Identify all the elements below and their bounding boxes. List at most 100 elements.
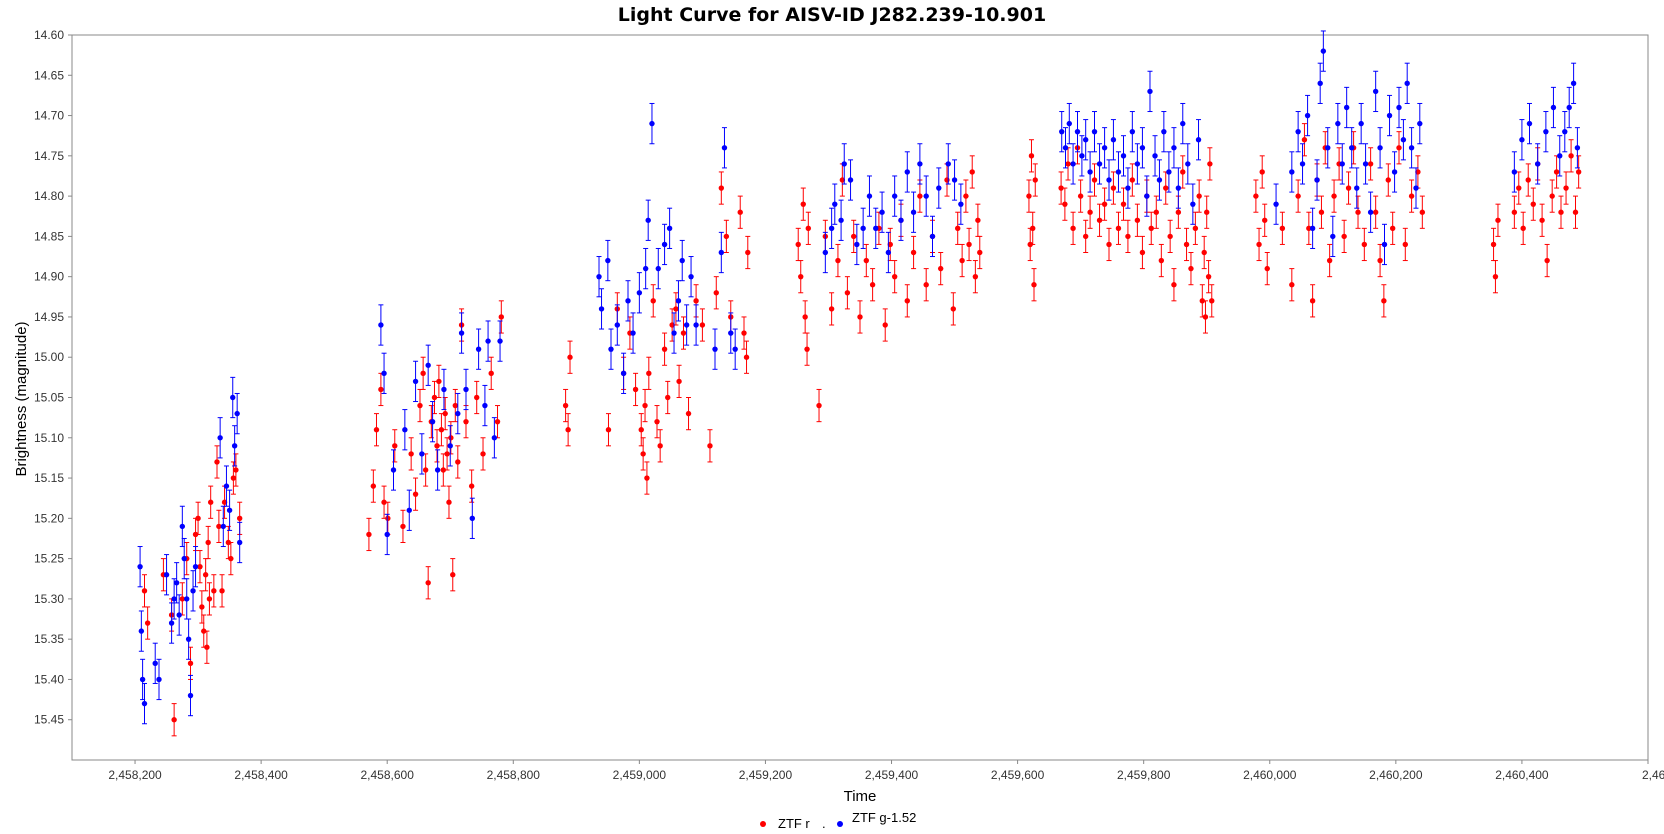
data-point bbox=[699, 322, 706, 328]
data-point bbox=[625, 298, 631, 304]
data-point bbox=[910, 249, 917, 256]
data-point bbox=[963, 193, 969, 199]
data-point bbox=[230, 394, 236, 401]
data-point bbox=[860, 225, 866, 232]
data-point bbox=[1106, 177, 1112, 183]
data-point bbox=[828, 225, 835, 232]
data-point bbox=[718, 185, 725, 191]
legend-marker-ztf-g bbox=[837, 821, 843, 827]
data-point bbox=[1077, 193, 1084, 199]
data-point bbox=[707, 443, 713, 449]
data-point bbox=[972, 273, 979, 280]
data-point bbox=[977, 249, 983, 256]
data-point bbox=[223, 483, 230, 489]
data-point bbox=[1417, 120, 1423, 127]
data-point bbox=[179, 523, 186, 530]
data-point bbox=[661, 241, 668, 248]
data-point bbox=[1148, 225, 1154, 232]
data-point bbox=[866, 193, 873, 199]
data-point bbox=[402, 427, 408, 433]
data-point bbox=[438, 427, 445, 433]
data-point bbox=[434, 467, 441, 473]
data-point bbox=[854, 241, 860, 248]
data-point bbox=[1120, 201, 1127, 207]
data-point bbox=[1320, 48, 1327, 54]
data-point bbox=[1032, 177, 1038, 183]
data-point bbox=[1183, 241, 1190, 248]
data-point bbox=[1516, 185, 1522, 191]
x-tick-label: 2,459,600 bbox=[991, 768, 1045, 782]
data-point bbox=[236, 515, 243, 522]
data-point bbox=[1059, 128, 1065, 135]
data-point bbox=[675, 298, 682, 304]
y-tick-label: 14.85 bbox=[34, 229, 64, 243]
y-tick-label: 15.00 bbox=[34, 350, 64, 364]
data-point bbox=[442, 410, 448, 417]
data-point bbox=[835, 257, 841, 264]
data-point bbox=[392, 443, 398, 449]
data-point bbox=[1520, 225, 1526, 232]
data-point bbox=[137, 563, 143, 570]
data-point bbox=[795, 241, 801, 248]
data-point bbox=[917, 193, 923, 199]
data-point bbox=[231, 443, 238, 449]
data-point bbox=[680, 330, 687, 336]
data-point bbox=[713, 290, 719, 296]
data-point bbox=[1110, 137, 1117, 143]
y-tick-label: 14.75 bbox=[34, 149, 64, 163]
data-point bbox=[1511, 169, 1518, 175]
data-point bbox=[822, 249, 829, 256]
data-point bbox=[1341, 233, 1347, 240]
x-tick-label: 2,460,200 bbox=[1369, 768, 1423, 782]
data-point bbox=[1180, 120, 1186, 127]
data-point bbox=[1381, 298, 1387, 304]
data-point bbox=[463, 418, 469, 425]
data-point bbox=[958, 201, 964, 207]
data-point bbox=[955, 225, 961, 232]
data-point bbox=[1152, 153, 1158, 159]
y-tick-label: 14.90 bbox=[34, 270, 64, 284]
data-point bbox=[1309, 298, 1316, 304]
data-point bbox=[614, 322, 620, 328]
data-point bbox=[463, 386, 469, 393]
data-point bbox=[879, 209, 885, 215]
data-point bbox=[728, 330, 734, 336]
data-point bbox=[1304, 112, 1311, 119]
data-point bbox=[206, 596, 213, 602]
data-point bbox=[1570, 80, 1577, 87]
data-points bbox=[137, 30, 1582, 737]
data-point bbox=[723, 233, 730, 240]
data-point bbox=[190, 588, 196, 594]
data-point bbox=[1295, 128, 1301, 135]
data-point bbox=[1065, 161, 1071, 167]
y-tick-label: 15.15 bbox=[34, 471, 64, 485]
data-point bbox=[655, 265, 661, 272]
y-tick-label: 14.95 bbox=[34, 310, 64, 324]
data-point bbox=[176, 612, 182, 618]
y-tick-label: 14.70 bbox=[34, 109, 64, 123]
data-point bbox=[1199, 298, 1206, 304]
data-point bbox=[1161, 128, 1167, 135]
data-point bbox=[642, 265, 649, 272]
data-point bbox=[1525, 177, 1531, 183]
data-point bbox=[425, 362, 431, 368]
data-point bbox=[937, 265, 944, 272]
data-point bbox=[685, 410, 692, 417]
data-point bbox=[904, 169, 910, 175]
data-point bbox=[192, 563, 199, 570]
data-point bbox=[1185, 161, 1191, 167]
data-point bbox=[882, 322, 888, 328]
data-point bbox=[1134, 161, 1141, 167]
data-point bbox=[1144, 193, 1150, 199]
data-point bbox=[1175, 209, 1182, 215]
y-tick-label: 14.65 bbox=[34, 68, 64, 82]
data-point bbox=[1026, 193, 1032, 199]
data-point bbox=[384, 531, 390, 538]
data-point bbox=[482, 402, 488, 409]
data-point bbox=[1415, 169, 1421, 175]
data-point bbox=[412, 378, 419, 385]
data-point bbox=[220, 523, 226, 530]
x-tick-label: 2,458,200 bbox=[108, 768, 162, 782]
data-point bbox=[1355, 209, 1361, 215]
data-point bbox=[1386, 112, 1393, 119]
